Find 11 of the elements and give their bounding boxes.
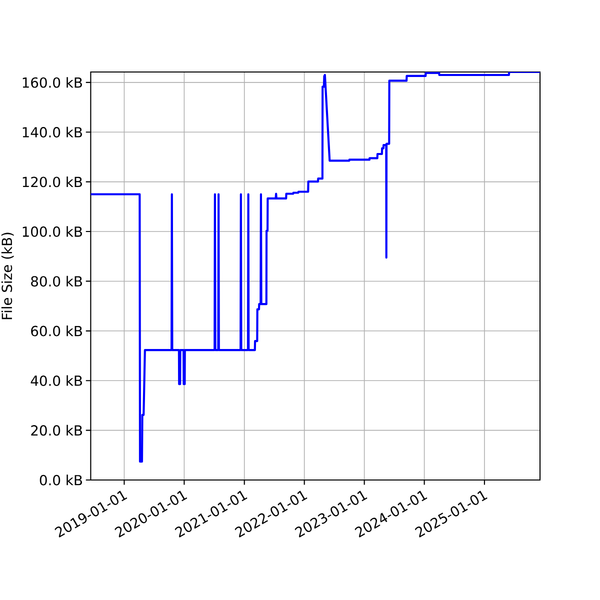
- y-tick-label: 40.0 kB: [30, 375, 82, 386]
- y-tick-label: 0.0 kB: [40, 474, 82, 486]
- y-axis-title: File Size (kB): [1, 232, 14, 320]
- y-tick-label: 60.0 kB: [31, 326, 82, 336]
- y-tick-label: 80.0 kB: [31, 276, 82, 287]
- y-tick-label: 140.0 kB: [22, 126, 82, 138]
- y-tick-label: 120.0 kB: [22, 176, 82, 188]
- y-tick-label: 160.0 kB: [22, 77, 82, 88]
- line-series: [90, 72, 540, 463]
- y-tick-label: 100.0 kB: [22, 226, 82, 237]
- y-tick-label: 20.0 kB: [31, 424, 82, 436]
